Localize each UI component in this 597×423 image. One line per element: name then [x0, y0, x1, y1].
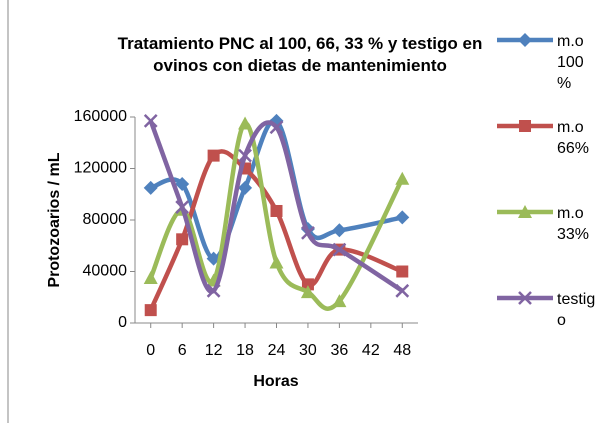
marker: [396, 265, 409, 278]
x-tick-label: 42: [362, 342, 380, 359]
x-tick-label: 0: [146, 342, 155, 359]
x-tick-label: 36: [330, 342, 348, 359]
legend-label: m.o 33%: [557, 205, 590, 243]
marker: [301, 278, 314, 291]
marker: [395, 171, 410, 185]
marker: [519, 120, 531, 132]
x-tick-label: 18: [236, 342, 254, 359]
marker: [144, 304, 157, 317]
marker: [332, 294, 347, 308]
y-tick-label: 0: [118, 314, 127, 331]
y-tick-label: 40000: [83, 263, 128, 280]
y-axis-label: Protozoarios / mL: [46, 152, 63, 287]
x-axis-label: Horas: [253, 373, 298, 390]
marker: [395, 283, 410, 298]
marker: [207, 149, 220, 162]
y-tick-label: 160000: [74, 108, 127, 125]
x-tick-label: 12: [205, 342, 223, 359]
marker: [143, 270, 158, 284]
series-line: [148, 120, 404, 294]
marker: [270, 204, 283, 217]
legend-label: m.o 100 %: [557, 33, 584, 92]
series-line: [150, 118, 403, 261]
y-tick-label: 80000: [83, 211, 128, 228]
marker: [395, 210, 410, 225]
marker: [300, 285, 315, 299]
marker: [176, 233, 189, 246]
legend-label: testigo: [557, 291, 596, 329]
marker: [238, 148, 252, 163]
marker: [332, 242, 347, 257]
x-tick-label: 6: [178, 342, 187, 359]
marker: [301, 225, 315, 240]
marker: [238, 180, 253, 195]
marker: [143, 180, 158, 195]
marker: [518, 291, 532, 305]
x-tick-label: 48: [393, 342, 411, 359]
legend-label: m.o 66%: [557, 119, 590, 157]
marker: [206, 283, 221, 298]
marker: [238, 116, 253, 130]
marker: [143, 113, 158, 128]
x-tick-label: 24: [268, 342, 286, 359]
chart-title: Tratamiento PNC al 100, 66, 33 % y testi…: [117, 34, 483, 75]
y-tick-label: 120000: [74, 160, 127, 177]
marker: [175, 176, 190, 191]
marker: [175, 200, 190, 215]
marker: [269, 120, 284, 135]
marker: [269, 255, 284, 269]
x-tick-label: 30: [299, 342, 317, 359]
marker: [518, 205, 532, 218]
marker: [518, 33, 532, 47]
marker: [332, 223, 347, 238]
